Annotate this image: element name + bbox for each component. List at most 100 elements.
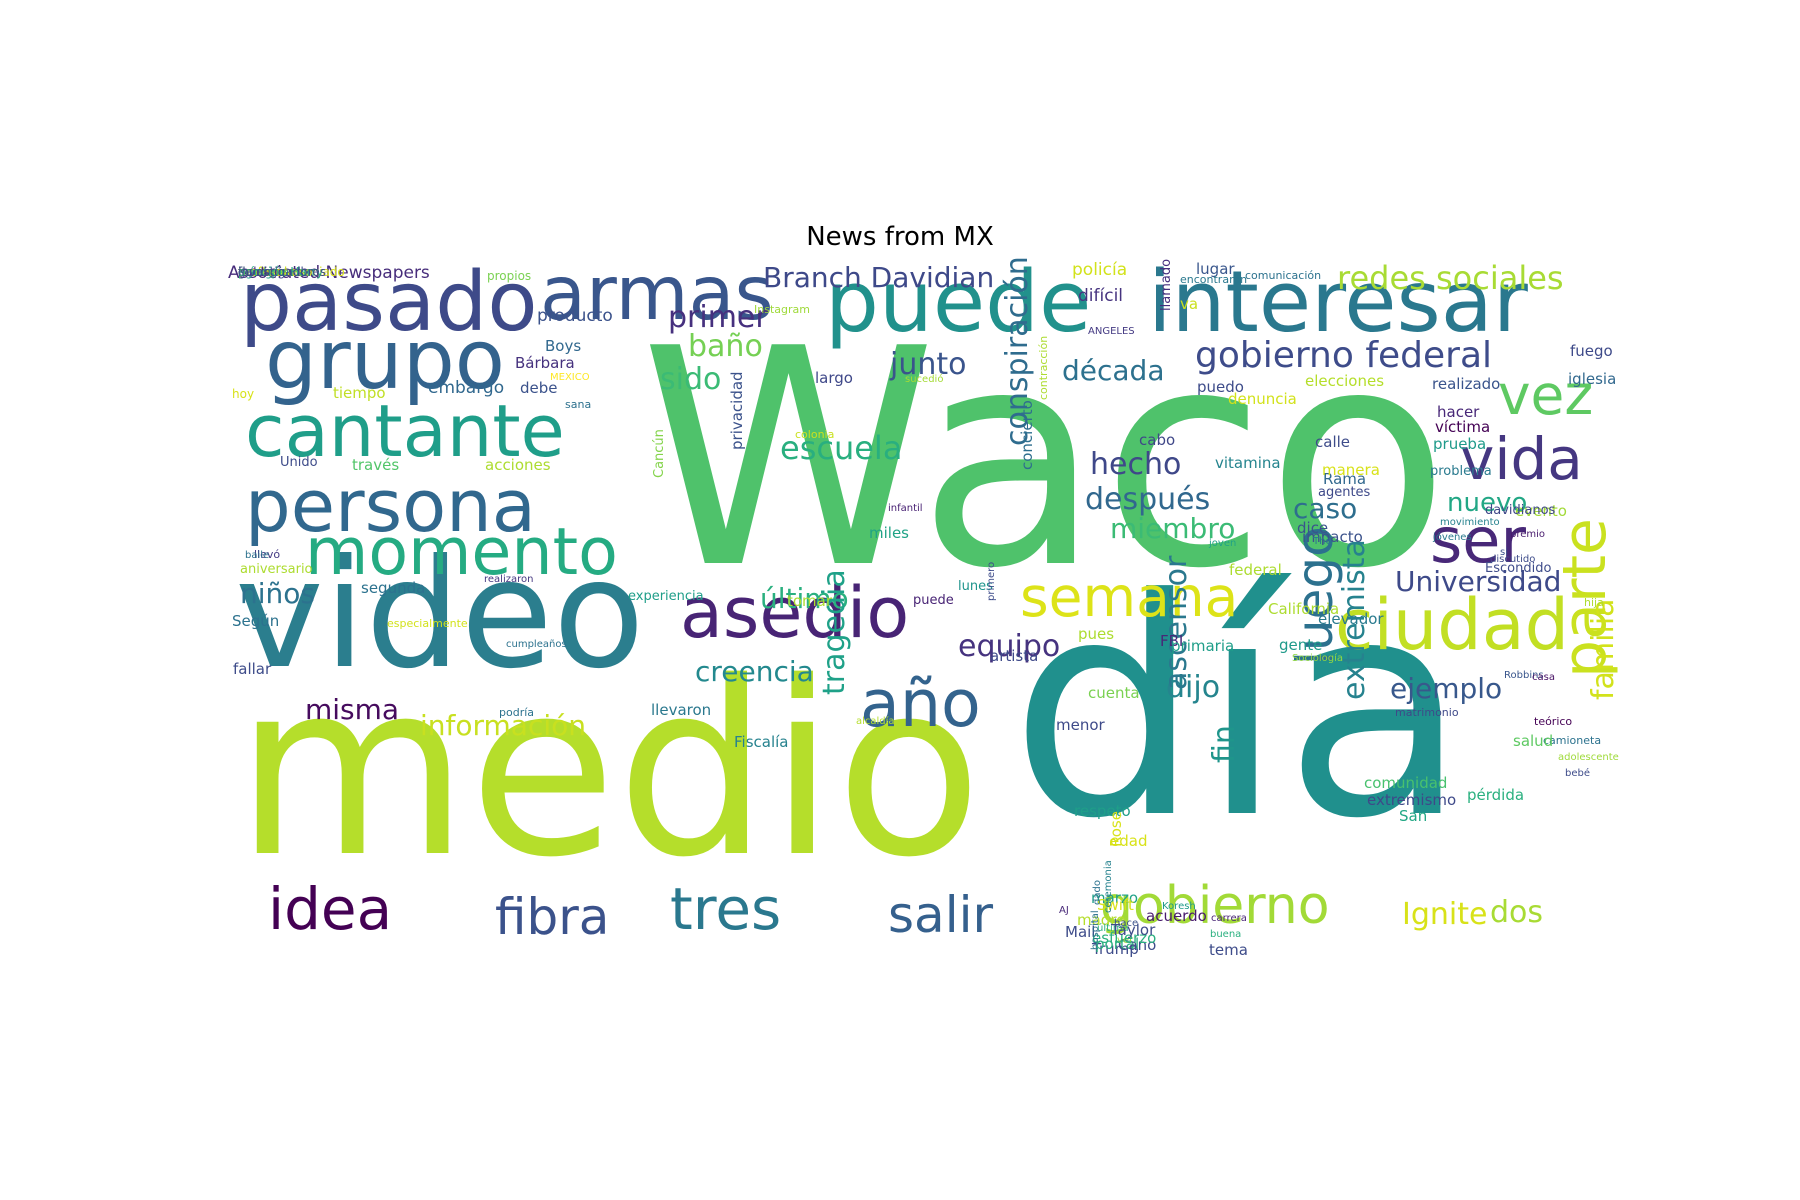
word-creo: creo <box>238 265 264 279</box>
word-branch-davidian: Branch Davidian <box>763 261 995 294</box>
word-dijo: dijo <box>1166 670 1221 705</box>
word-producto: producto <box>537 306 613 326</box>
word-cantante: cantante <box>245 389 565 473</box>
word-salir: salir <box>888 886 994 944</box>
word-armas: armas <box>540 249 774 337</box>
word-trump: Trump <box>1092 940 1139 958</box>
word-fibra: fibra <box>495 888 610 946</box>
word-primaria: primaria <box>1171 637 1235 655</box>
word-propios: propios <box>487 269 532 283</box>
word-carrera: carrera <box>1211 913 1247 924</box>
word-ignite: Ignite <box>1402 897 1488 932</box>
word-robbins: Robbins <box>1504 670 1544 681</box>
word-jovenes: jóvenes <box>1433 532 1472 543</box>
word-junto: junto <box>890 347 967 382</box>
word-cano: Cano <box>1118 936 1157 954</box>
word-gran: gran <box>238 265 266 279</box>
word-medio: medio <box>235 630 983 910</box>
word-hija: hija <box>1584 596 1604 609</box>
word-movimiento: movimiento <box>1440 517 1500 528</box>
word-ejemplo: ejemplo <box>1390 672 1503 705</box>
word-interesar: interesar <box>1148 253 1528 352</box>
word-rama: Rama <box>1323 470 1367 488</box>
word-sana: sana <box>565 398 592 411</box>
word-momento: momento <box>305 515 618 590</box>
word-publico: publicó <box>238 265 282 279</box>
word-asedio: asedio <box>680 572 910 654</box>
word-esfuerzo: esfuerzo <box>1092 929 1157 947</box>
word-ninos: niños <box>240 577 315 610</box>
word-experiencia: experiencia <box>628 589 704 604</box>
word-llevaron: llevaron <box>651 701 712 719</box>
word-idea: idea <box>268 875 393 943</box>
word-va: va <box>1180 295 1199 313</box>
word-universidad: Universidad <box>1395 565 1562 598</box>
word-familia: familia <box>1586 598 1621 700</box>
word-segunda: segunda <box>361 579 426 597</box>
word-evento: evento <box>1515 502 1567 520</box>
word-informacion: información <box>420 709 587 742</box>
word-persona: persona <box>245 464 536 548</box>
word-artista: artista <box>990 647 1039 665</box>
word-baile: baile <box>245 550 270 561</box>
word-segun: Según <box>232 612 280 630</box>
word-manera: manera <box>1322 461 1380 479</box>
word-joven: joven <box>1209 538 1237 549</box>
word-dia: día <box>1010 535 1468 884</box>
word-fbi: FBI <box>1160 632 1184 650</box>
word-famoso: famoso <box>238 265 283 279</box>
word-incendio: incendio <box>238 265 289 279</box>
word-prueba: prueba <box>1433 435 1487 453</box>
word-the: The <box>1313 536 1332 547</box>
word-decada: década <box>1062 354 1165 387</box>
word-sociologia: Sociología <box>1292 653 1344 664</box>
word-escuela: escuela <box>780 429 903 467</box>
word-elevador: elevador <box>1318 610 1384 628</box>
word-dice: dice <box>1297 519 1329 537</box>
word-vitamina: vitamina <box>1215 454 1281 472</box>
word-sido: sido <box>660 362 722 397</box>
word-equipo: equipo <box>958 629 1061 664</box>
word-colonia: colonia <box>795 428 835 441</box>
word-comunicacion: comunicación <box>1245 269 1322 282</box>
word-privacidad: privacidad <box>728 371 746 450</box>
word-fin: fin <box>1207 725 1242 763</box>
word-salud: salud <box>1513 732 1554 750</box>
word-ultima: última <box>1097 923 1129 934</box>
word-ascensor: ascensor <box>1159 555 1194 690</box>
word-buena: buena <box>1210 929 1242 940</box>
word-ultimo: último <box>760 582 849 615</box>
word-grupo: grupo <box>265 313 505 408</box>
word-miembro: miembro <box>1110 512 1236 545</box>
word-calle: calle <box>1315 433 1351 451</box>
word-escondido: Escondido <box>1485 561 1552 576</box>
word-fuerte: fuerte <box>238 265 275 279</box>
word-mail: Mail <box>1065 923 1096 941</box>
word-fiscalia: Fiscalía <box>734 733 789 751</box>
word-llevo: llevó <box>254 548 281 561</box>
word-misma: misma <box>305 693 400 726</box>
word-decir: decir <box>238 265 268 279</box>
word-concierto: concierto <box>1018 400 1036 470</box>
word-video: video <box>235 528 645 702</box>
word-associated-newspapers: Associated Newspapers <box>228 263 430 283</box>
word-pues: pues <box>1078 625 1115 643</box>
word-hospital: hospital <box>1090 910 1101 950</box>
word-gobierno-federal: gobierno federal <box>1195 335 1493 376</box>
word-pasado: pasado <box>240 255 538 350</box>
word-koresh: Koresh <box>1162 901 1196 912</box>
word-agentes: agentes <box>1318 485 1371 500</box>
word-cumpleanos: cumpleaños <box>506 639 567 650</box>
word-dos: dos <box>1490 895 1544 930</box>
word-involucrado: involucrado <box>238 265 309 279</box>
word-marzo: marzo <box>1091 889 1139 907</box>
word-hacer: hacer <box>1437 403 1480 421</box>
word-profesor-asociado: profesor asociado <box>238 265 345 279</box>
word-puede: puede <box>913 593 954 608</box>
word-primero: primero <box>986 561 997 601</box>
word-cancun: Cancún <box>652 429 667 478</box>
word-menor: menor <box>1056 716 1105 734</box>
word-angeles: ANGELES <box>1088 326 1135 337</box>
word-lugar: lugar <box>1196 260 1235 278</box>
word-denuncia: denuncia <box>1228 390 1297 408</box>
